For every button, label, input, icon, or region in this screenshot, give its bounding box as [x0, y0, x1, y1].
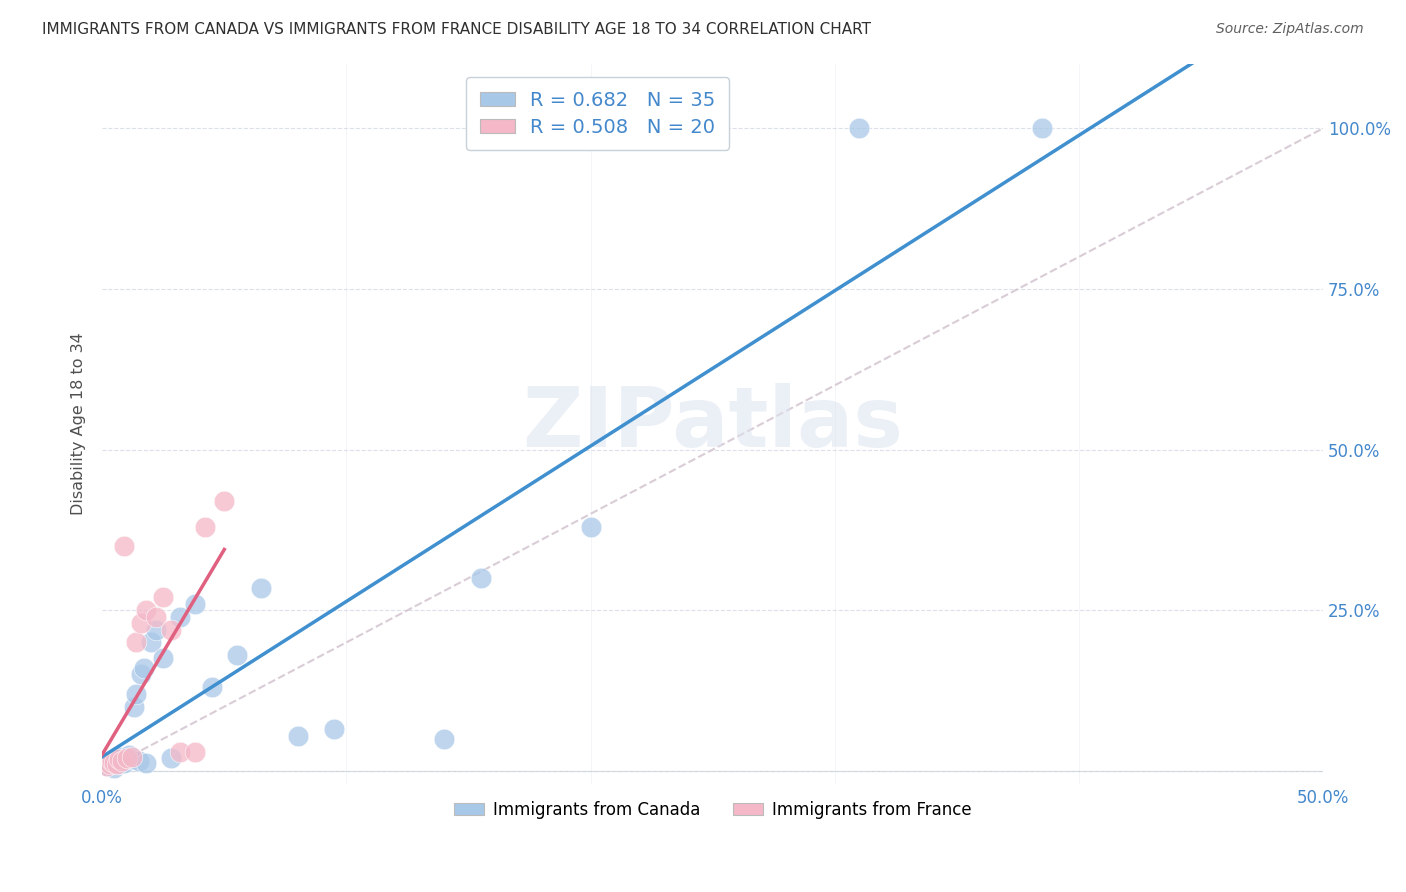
- Point: [152, 591, 174, 605]
- Point: [225, 648, 247, 663]
- Point: [105, 752, 128, 766]
- Y-axis label: Disability Age 18 to 34: Disability Age 18 to 34: [72, 333, 86, 516]
- Point: [108, 749, 131, 764]
- Point: [118, 747, 141, 762]
- Point: [129, 616, 152, 631]
- Point: [433, 731, 456, 746]
- Point: [169, 745, 191, 759]
- Point: [115, 751, 138, 765]
- Point: [103, 761, 125, 775]
- Point: [145, 623, 167, 637]
- Point: [169, 609, 191, 624]
- Text: Source: ZipAtlas.com: Source: ZipAtlas.com: [1216, 22, 1364, 37]
- Point: [96, 758, 118, 772]
- Point: [159, 623, 181, 637]
- Text: ZIPatlas: ZIPatlas: [522, 384, 903, 465]
- Point: [96, 758, 118, 772]
- Legend: Immigrants from Canada, Immigrants from France: Immigrants from Canada, Immigrants from …: [447, 795, 977, 826]
- Point: [848, 121, 870, 136]
- Point: [139, 635, 162, 649]
- Point: [101, 757, 124, 772]
- Point: [128, 754, 150, 768]
- Point: [121, 749, 143, 764]
- Point: [250, 581, 273, 595]
- Point: [184, 597, 207, 611]
- Point: [323, 722, 346, 736]
- Point: [145, 609, 167, 624]
- Point: [125, 635, 148, 649]
- Point: [111, 754, 134, 768]
- Point: [579, 519, 602, 533]
- Point: [159, 751, 181, 765]
- Point: [122, 699, 145, 714]
- Point: [98, 757, 121, 772]
- Point: [111, 754, 134, 768]
- Point: [115, 751, 138, 765]
- Point: [184, 745, 207, 759]
- Point: [129, 667, 152, 681]
- Point: [125, 687, 148, 701]
- Point: [103, 754, 125, 768]
- Point: [470, 571, 492, 585]
- Point: [135, 756, 157, 771]
- Point: [103, 756, 125, 771]
- Point: [287, 729, 309, 743]
- Point: [152, 651, 174, 665]
- Text: IMMIGRANTS FROM CANADA VS IMMIGRANTS FROM FRANCE DISABILITY AGE 18 TO 34 CORRELA: IMMIGRANTS FROM CANADA VS IMMIGRANTS FRO…: [42, 22, 872, 37]
- Point: [194, 519, 217, 533]
- Point: [105, 757, 128, 772]
- Point: [214, 494, 236, 508]
- Point: [108, 757, 131, 772]
- Point: [101, 754, 124, 768]
- Point: [132, 661, 155, 675]
- Point: [108, 752, 131, 766]
- Point: [135, 603, 157, 617]
- Point: [1031, 121, 1053, 136]
- Point: [98, 756, 121, 771]
- Point: [112, 756, 135, 771]
- Point: [121, 752, 143, 766]
- Point: [201, 681, 224, 695]
- Point: [112, 539, 135, 553]
